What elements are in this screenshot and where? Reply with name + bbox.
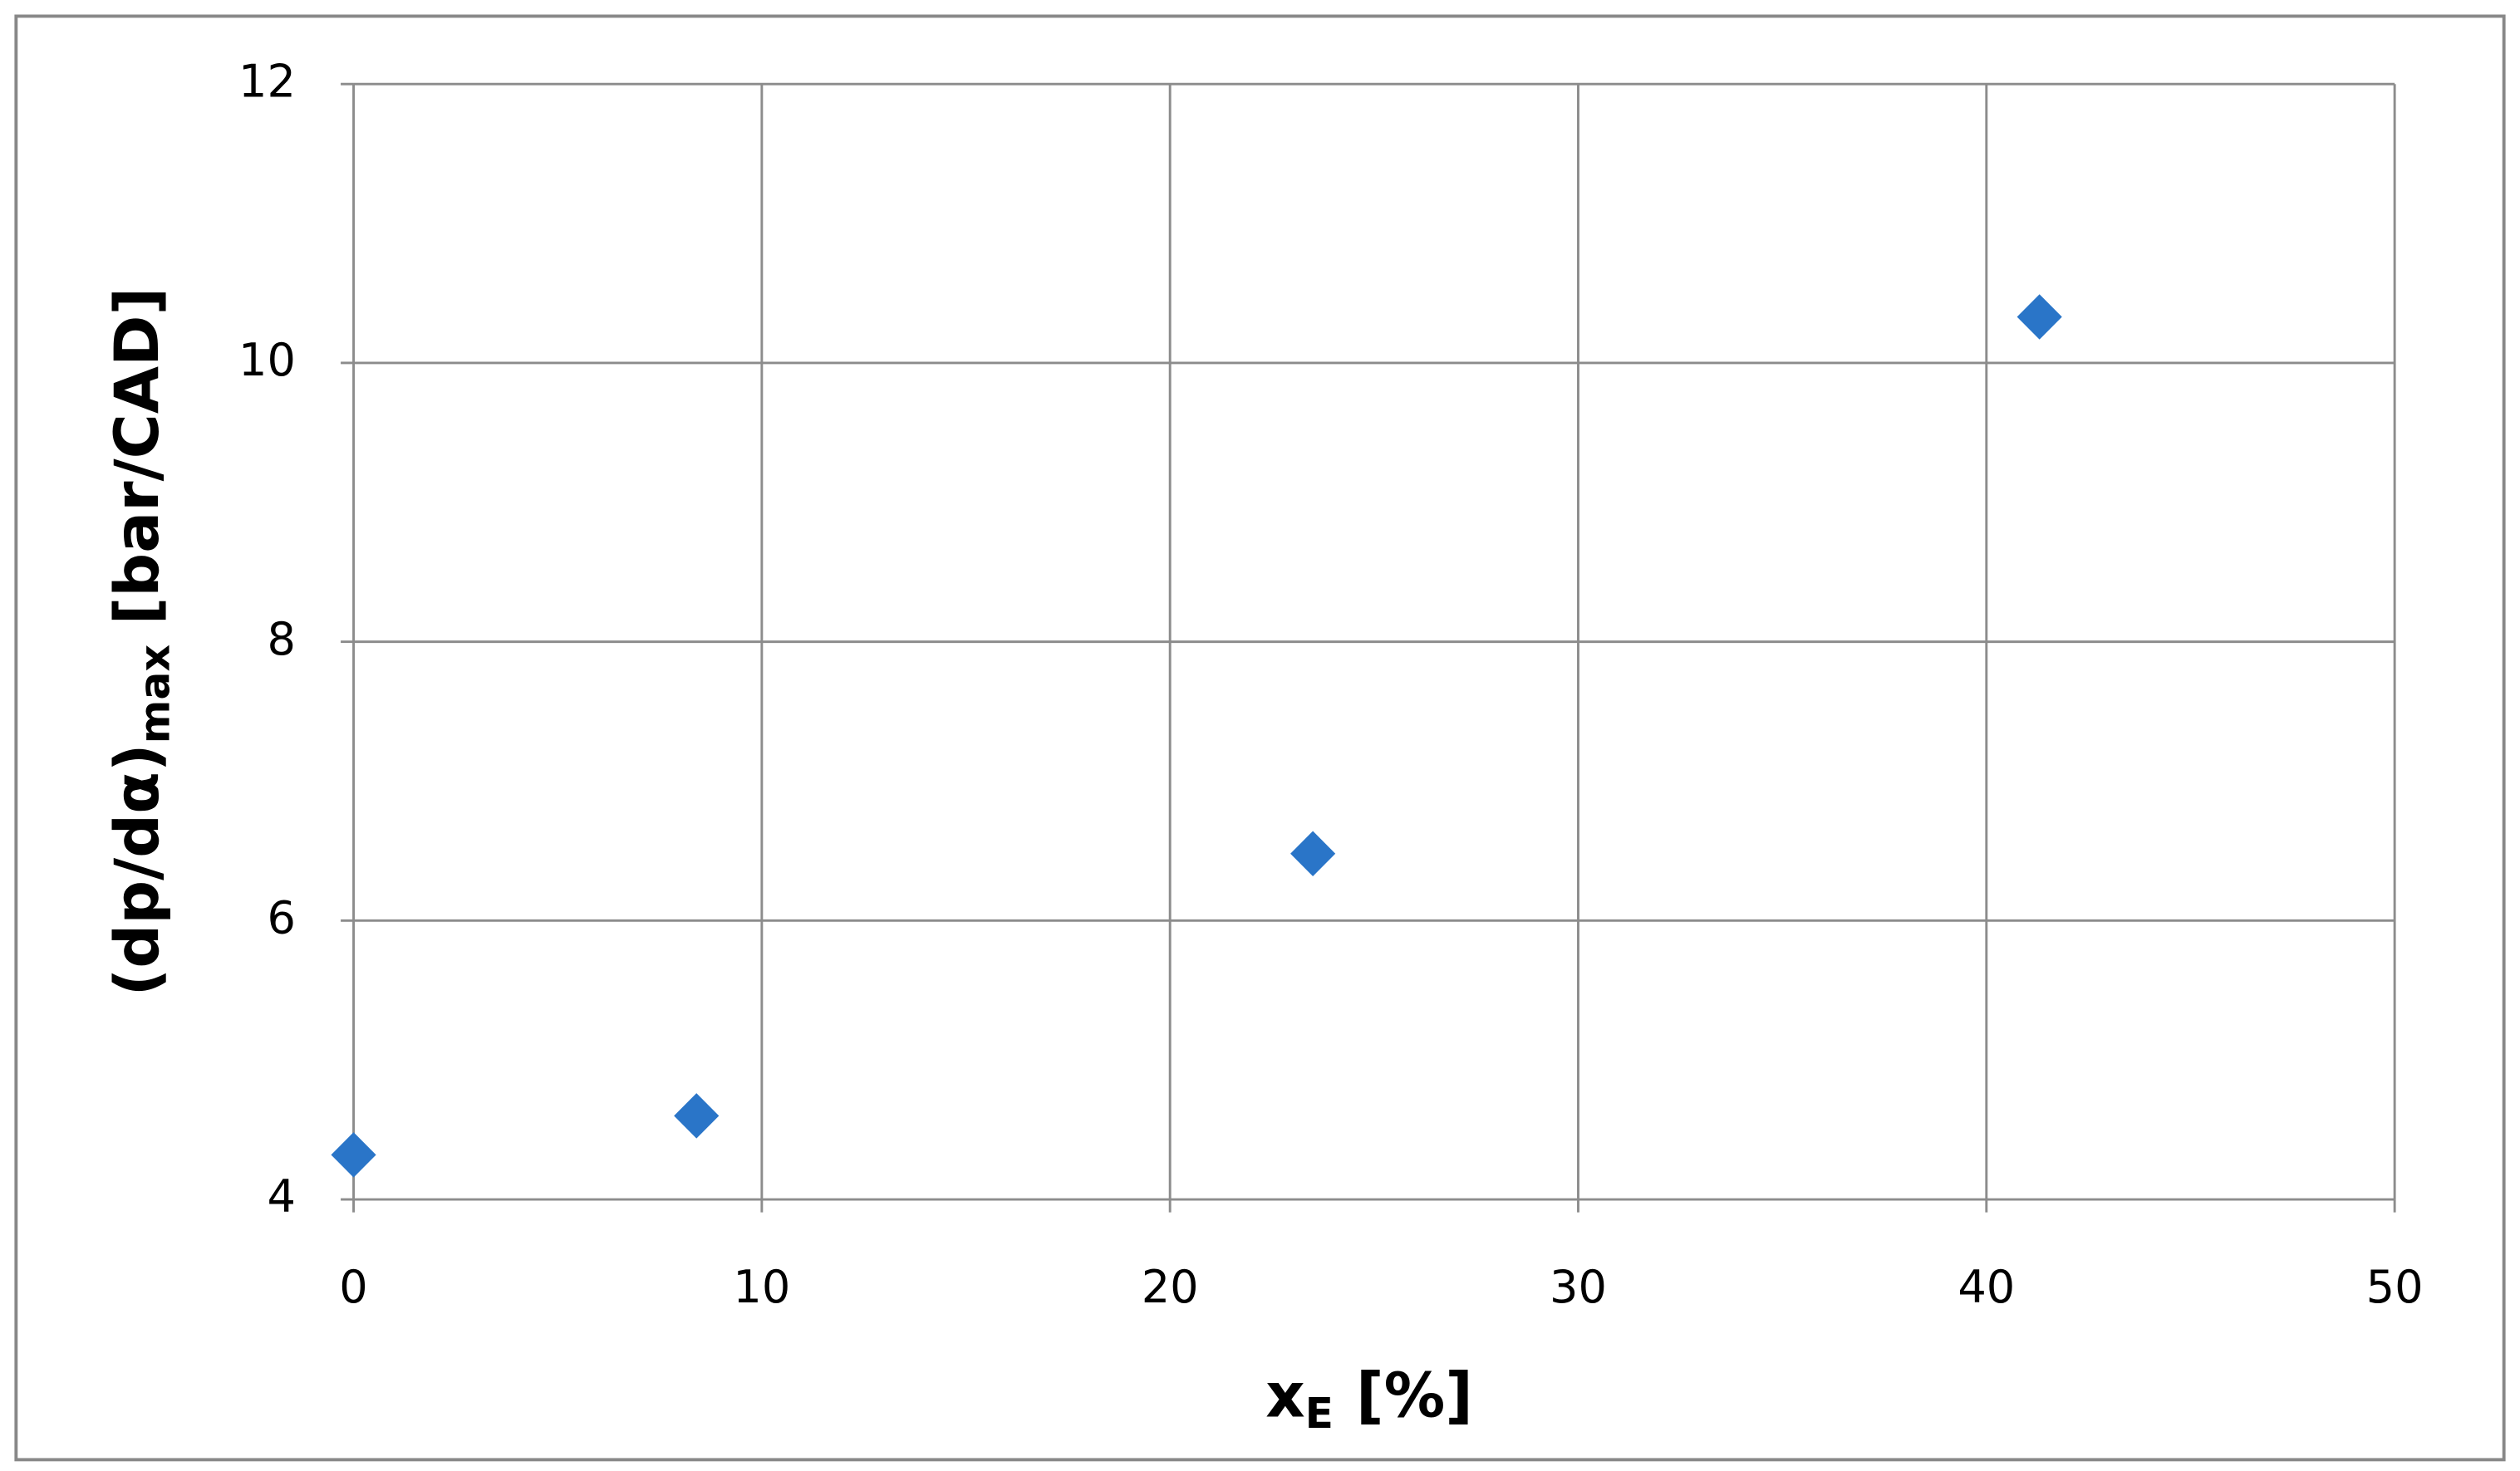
x-tick-label: 40 bbox=[1958, 1261, 2015, 1313]
data-point bbox=[674, 1093, 720, 1139]
data-point bbox=[331, 1132, 376, 1178]
y-tick-label: 4 bbox=[267, 1170, 295, 1223]
x-tick-label: 0 bbox=[339, 1261, 367, 1313]
y-tick-label: 6 bbox=[267, 891, 295, 944]
y-axis-label: (dp/dα)max[bar/CAD] bbox=[102, 287, 179, 997]
x-tick-label: 20 bbox=[1142, 1261, 1199, 1313]
y-tick-label: 10 bbox=[238, 334, 296, 386]
data-point bbox=[2016, 294, 2062, 340]
y-tick-label: 12 bbox=[238, 55, 296, 107]
chart-border bbox=[14, 14, 2506, 1462]
x-tick-label: 30 bbox=[1550, 1261, 1607, 1313]
y-tick-label: 8 bbox=[267, 613, 295, 665]
x-axis-label: xE [%] bbox=[1265, 1361, 1473, 1437]
x-tick-label: 50 bbox=[2366, 1261, 2424, 1313]
x-tick-label: 10 bbox=[733, 1261, 790, 1313]
